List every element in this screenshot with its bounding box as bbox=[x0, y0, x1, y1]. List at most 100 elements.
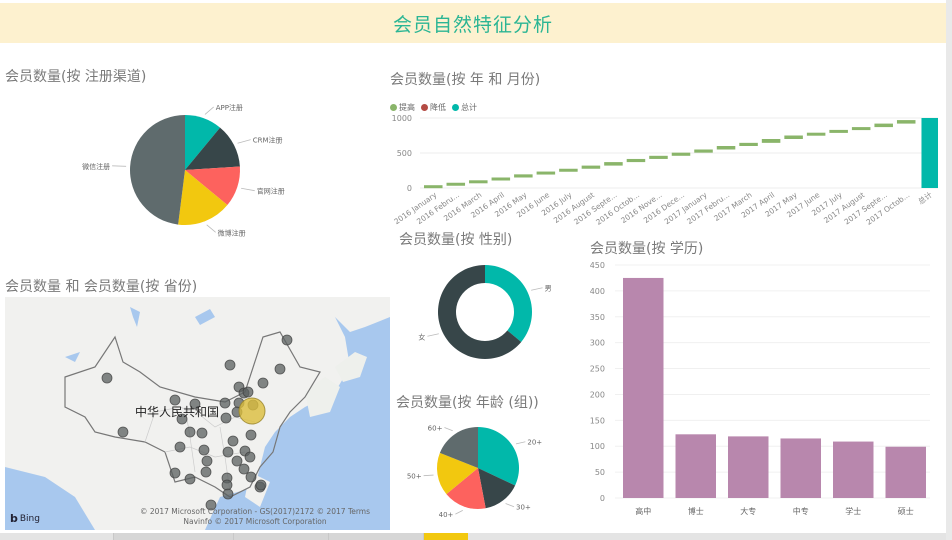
province-bubble[interactable] bbox=[189, 398, 201, 410]
pie-slice[interactable] bbox=[439, 427, 478, 468]
map-copyright[interactable]: © 2017 Microsoft Corporation - GS(2017)2… bbox=[125, 507, 385, 527]
increase-bar[interactable] bbox=[806, 132, 826, 136]
pie-slice[interactable] bbox=[129, 115, 185, 225]
bing-label: Bing bbox=[19, 513, 40, 524]
increase-bar[interactable] bbox=[896, 120, 916, 124]
legend-item[interactable]: 总计 bbox=[452, 102, 477, 113]
province-bubble[interactable] bbox=[169, 394, 181, 406]
province-bubble[interactable] bbox=[184, 426, 196, 438]
increase-bar[interactable] bbox=[536, 171, 556, 175]
increase-bar[interactable] bbox=[671, 152, 691, 156]
map-bubbles bbox=[101, 334, 293, 511]
svg-text:1000: 1000 bbox=[392, 114, 412, 123]
increase-bar[interactable] bbox=[694, 149, 713, 153]
pie-slice[interactable] bbox=[185, 166, 240, 206]
increase-bar[interactable] bbox=[626, 158, 646, 163]
gender-donut-chart[interactable]: 男女 bbox=[405, 262, 565, 367]
increase-bar[interactable] bbox=[604, 162, 623, 166]
pie-slice[interactable] bbox=[437, 452, 478, 495]
increase-bar[interactable] bbox=[716, 146, 736, 150]
province-bubble[interactable] bbox=[220, 412, 232, 424]
province-bubble[interactable] bbox=[222, 488, 234, 500]
pie-label: 50+ bbox=[407, 473, 422, 481]
increase-bar[interactable] bbox=[739, 142, 758, 146]
total-bar[interactable] bbox=[921, 118, 938, 188]
page-tab[interactable] bbox=[233, 533, 328, 540]
increase-bar[interactable] bbox=[784, 135, 803, 140]
province-bubble[interactable] bbox=[196, 427, 208, 439]
svg-text:300: 300 bbox=[590, 339, 605, 348]
page-tab[interactable] bbox=[113, 533, 233, 540]
pie-label: 官网注册 bbox=[257, 187, 285, 196]
increase-bar[interactable] bbox=[446, 182, 466, 186]
monthly-chart-title: 会员数量(按 年 和 月份) bbox=[390, 72, 541, 88]
pie-slice[interactable] bbox=[446, 468, 486, 509]
page-tab-active[interactable] bbox=[423, 533, 468, 540]
province-bubble[interactable] bbox=[274, 363, 286, 375]
pie-slice[interactable] bbox=[485, 265, 532, 342]
province-bubble[interactable] bbox=[198, 444, 210, 456]
increase-bar[interactable] bbox=[424, 185, 443, 189]
province-bubble[interactable] bbox=[169, 467, 181, 479]
svg-text:0: 0 bbox=[407, 184, 412, 193]
province-bubble[interactable] bbox=[205, 499, 217, 511]
province-bubble[interactable] bbox=[222, 446, 234, 458]
pie-slice[interactable] bbox=[478, 468, 516, 509]
province-bubble[interactable] bbox=[255, 479, 267, 491]
increase-bar[interactable] bbox=[514, 174, 533, 178]
pie-label: 20+ bbox=[527, 439, 542, 447]
increase-bar[interactable] bbox=[829, 129, 848, 133]
bar[interactable] bbox=[780, 438, 822, 498]
province-bubble[interactable] bbox=[257, 377, 269, 389]
bar[interactable] bbox=[623, 277, 664, 498]
increase-bar[interactable] bbox=[559, 168, 578, 172]
increase-bar[interactable] bbox=[761, 139, 781, 143]
province-bubble[interactable] bbox=[238, 463, 250, 475]
province-bubble[interactable] bbox=[201, 455, 213, 467]
pie-slice[interactable] bbox=[438, 265, 522, 359]
pie-label: 60+ bbox=[428, 424, 443, 432]
province-bubble[interactable] bbox=[200, 466, 212, 478]
bar[interactable] bbox=[885, 446, 927, 498]
province-bubble[interactable] bbox=[231, 455, 243, 467]
province-bubble[interactable] bbox=[224, 359, 236, 371]
pie-slice[interactable] bbox=[185, 127, 240, 170]
bar[interactable] bbox=[833, 441, 874, 498]
legend-item[interactable]: 提高 bbox=[390, 102, 415, 113]
province-bubble[interactable] bbox=[244, 451, 256, 463]
province-bubble-large[interactable] bbox=[238, 397, 266, 425]
increase-bar[interactable] bbox=[851, 127, 871, 131]
province-bubble[interactable] bbox=[219, 397, 231, 409]
pie-slice[interactable] bbox=[178, 170, 228, 226]
pie-slice[interactable] bbox=[478, 427, 519, 486]
province-bubble[interactable] bbox=[242, 386, 254, 398]
china-map[interactable]: 中华人民共和国 b Bing © 2017 Microsoft Corporat… bbox=[5, 297, 390, 530]
scrollbar[interactable] bbox=[946, 0, 952, 540]
province-bubble[interactable] bbox=[176, 413, 188, 425]
legend-item[interactable]: 降低 bbox=[421, 102, 446, 113]
page-tab[interactable] bbox=[328, 533, 423, 540]
pie-label: 女 bbox=[418, 332, 425, 341]
province-bubble[interactable] bbox=[101, 372, 113, 384]
province-bubble[interactable] bbox=[221, 479, 233, 491]
increase-bar[interactable] bbox=[649, 155, 668, 159]
increase-bar[interactable] bbox=[874, 123, 893, 128]
increase-bar[interactable] bbox=[581, 165, 601, 169]
bar[interactable] bbox=[675, 434, 717, 498]
province-bubble[interactable] bbox=[245, 429, 257, 441]
province-bubble[interactable] bbox=[184, 473, 196, 485]
legend-label: 总计 bbox=[461, 103, 477, 112]
education-bar-chart[interactable]: 0 50 100 150 200 250 300 350 400 450 高中 博士 大专 中专 学士 硕士 bbox=[585, 258, 945, 523]
pie-slice[interactable] bbox=[185, 115, 221, 170]
increase-bar[interactable] bbox=[469, 180, 488, 184]
province-bubble[interactable] bbox=[174, 441, 186, 453]
increase-bar[interactable] bbox=[491, 177, 511, 181]
province-bubble[interactable] bbox=[245, 471, 257, 483]
province-bubble[interactable] bbox=[281, 334, 293, 346]
province-bubble[interactable] bbox=[227, 435, 239, 447]
province-bubble[interactable] bbox=[117, 426, 129, 438]
age-pie-chart[interactable]: 20+ 30+ 40+ 50+ 60+ bbox=[405, 420, 565, 520]
bar[interactable] bbox=[728, 436, 769, 498]
